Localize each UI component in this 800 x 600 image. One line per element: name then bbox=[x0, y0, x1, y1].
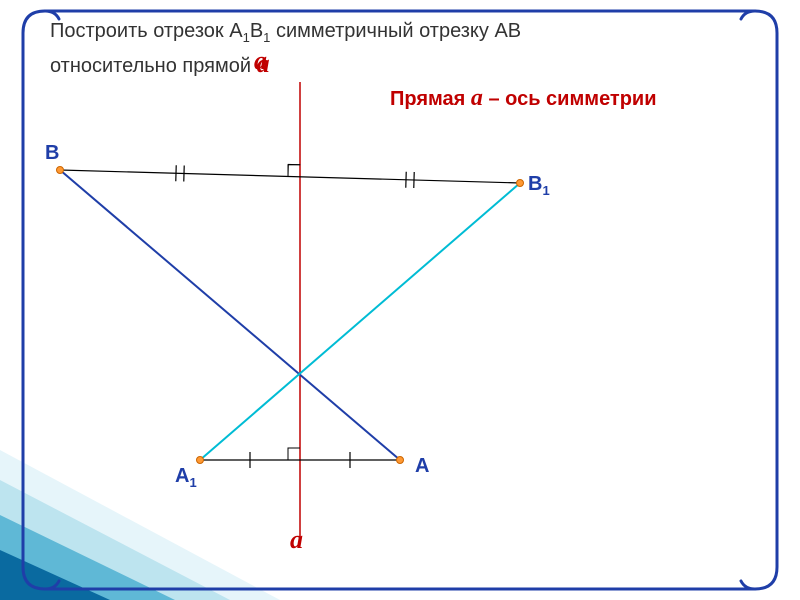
point-label-A: A bbox=[415, 455, 429, 478]
point-label-A1: A1 bbox=[175, 465, 197, 490]
axis-label-label_bot: a bbox=[290, 525, 303, 555]
point-label-B: B bbox=[45, 142, 59, 165]
geometry-diagram bbox=[0, 0, 800, 600]
point-label-B1: B1 bbox=[528, 173, 550, 198]
axis-label-label_top: a bbox=[254, 46, 267, 76]
